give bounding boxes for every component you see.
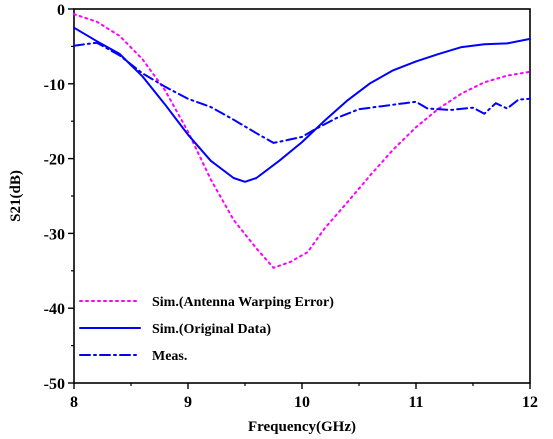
x-tick-label: 11 xyxy=(408,394,423,411)
x-tick-label: 9 xyxy=(184,394,192,411)
x-tick-label: 12 xyxy=(522,394,538,411)
y-tick-label: -40 xyxy=(44,301,65,318)
series-line-2 xyxy=(73,26,531,183)
series-line-3 xyxy=(73,41,531,144)
plot-area xyxy=(73,8,531,384)
series-line-1 xyxy=(73,13,531,269)
legend-label-1: Sim.(Antenna Warping Error) xyxy=(152,295,334,310)
y-tick-label: 0 xyxy=(57,2,65,19)
x-tick-label: 10 xyxy=(294,394,310,411)
x-axis-label: Frequency(GHz) xyxy=(248,419,356,435)
legend: Sim.(Antenna Warping Error) Sim.(Original… xyxy=(79,295,334,364)
y-axis-label: S21(dB) xyxy=(8,170,24,222)
legend-label-3: Meas. xyxy=(152,349,187,364)
legend-label-2: Sim.(Original Data) xyxy=(152,322,271,337)
series-layer xyxy=(73,13,531,269)
y-tick-label: -20 xyxy=(44,152,65,169)
plot-frame xyxy=(73,8,531,384)
y-tick-label: -10 xyxy=(44,77,65,94)
y-tick-label: -50 xyxy=(44,376,65,393)
y-tick-label: -30 xyxy=(44,226,65,243)
x-tick-label: 8 xyxy=(70,394,78,411)
axis-ticks: 8 9 10 11 12 0 -10 -20 -30 -40 -50 xyxy=(44,2,538,411)
